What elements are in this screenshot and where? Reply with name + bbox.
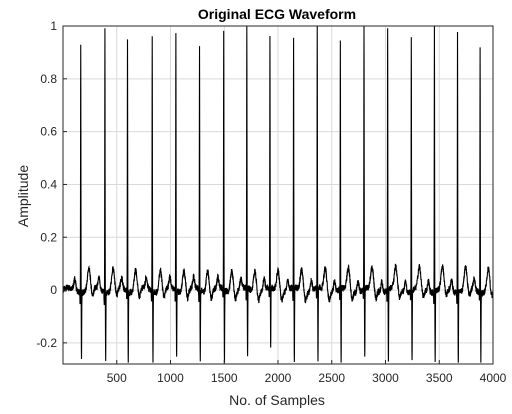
y-ticks: -0.2 0 0.2 0.4 0.6 0.8 1 <box>36 19 67 350</box>
y-tick-label: 0.4 <box>40 177 57 191</box>
x-tick-label: 500 <box>107 371 127 385</box>
chart-title: Original ECG Waveform <box>198 6 356 22</box>
y-tick-label: 0.6 <box>40 125 57 139</box>
y-axis-label: Amplitude <box>15 165 31 227</box>
grid <box>63 25 494 364</box>
x-tick-label: 1000 <box>157 371 184 385</box>
y-tick-label: 0.2 <box>40 230 57 244</box>
y-tick-label: 1 <box>50 19 57 33</box>
ecg-signal-line <box>62 25 494 363</box>
x-tick-label: 3000 <box>372 371 399 385</box>
x-tick-label: 2000 <box>265 371 292 385</box>
y-tick-label: -0.2 <box>36 336 57 350</box>
x-ticks: 500 1000 1500 2000 2500 3000 3500 4000 <box>107 360 507 385</box>
x-axis-label: No. of Samples <box>229 392 325 408</box>
x-tick-label: 1500 <box>211 371 238 385</box>
y-tick-label: 0.8 <box>40 72 57 86</box>
x-tick-label: 3500 <box>426 371 453 385</box>
x-tick-label: 4000 <box>480 371 507 385</box>
signal-layer <box>62 25 494 363</box>
y-tick-label: 0 <box>50 283 57 297</box>
x-tick-label: 2500 <box>318 371 345 385</box>
